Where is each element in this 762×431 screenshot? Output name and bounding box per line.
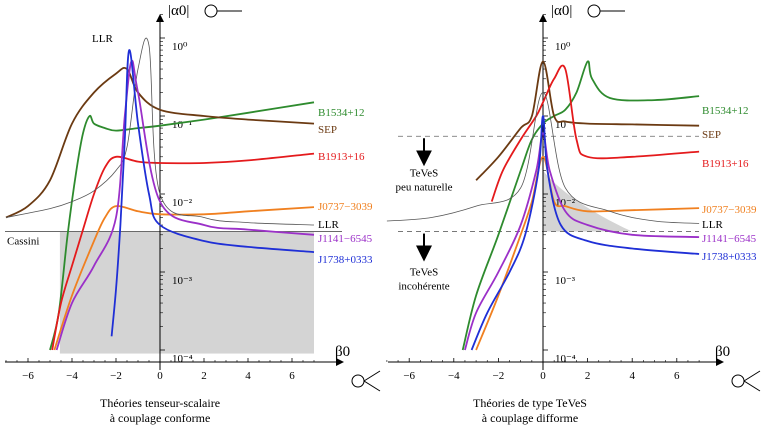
panel1-scalar-coupling-icon (204, 4, 218, 18)
panel2-series-SEP-line (475, 60, 700, 181)
panel2-region-label-1-line2: peu naturelle (395, 181, 452, 193)
panel2-x-tick-label-3: 0 (540, 370, 546, 382)
panel1-x-tick-label-0: −6 (22, 370, 34, 382)
panel1-vertex-icon-lines (363, 370, 381, 392)
panel1-series-J1738-0333-line (110, 49, 315, 337)
panel1-series-label-J1141-6545: J1141−6545 (318, 233, 373, 245)
panel2-series-label-B1913-16: B1913+16 (702, 158, 749, 170)
panel2-allowed-region (543, 170, 633, 232)
panel2-x-tick-label-4: 2 (585, 370, 591, 382)
panel1-x-tick-label-2: −2 (110, 370, 122, 382)
panel2-caption-line2: à couplage difforme (482, 411, 578, 425)
panel1-x-tick-label-3: 0 (157, 370, 163, 382)
panel1-y-tick-label-4: 10⁻⁴ (172, 353, 193, 365)
panel2-caption-line1: Théories de type TeVeS (473, 396, 587, 410)
panel1-llr-top-label: LLR (92, 33, 113, 45)
panel2-series-label-SEP: SEP (702, 129, 721, 141)
panel1-y-axis-title: |α0| (168, 3, 189, 19)
panel2-series-J0737-3039-line (475, 155, 700, 351)
panel2-region-label-1-line1: TeVeS (410, 167, 439, 179)
panel2-series-J1141-6545-line (464, 132, 700, 351)
panel1-series-J0737-3039-line (53, 205, 315, 351)
panel1-series-label-LLR: LLR (318, 219, 339, 231)
panel2-y-tick-label-0: 10⁰ (555, 41, 571, 53)
panel2-x-tick-label-1: −4 (448, 370, 460, 382)
panel1-x-tick-label-4: 2 (201, 370, 207, 382)
panel1-caption-line1: Théories tenseur-scalaire (100, 396, 220, 410)
panel1-x-tick-label-6: 6 (289, 370, 295, 382)
panel2-series-J1738-0333-line (470, 115, 700, 351)
panel2-series-LLR-line (386, 92, 700, 224)
panel2-series-label-J1141-6545: J1141−6545 (702, 233, 757, 245)
panel1-series-label-B1534-12: B1534+12 (318, 107, 365, 119)
panel2-series-label-B1534-12: B1534+12 (702, 105, 749, 117)
panel1-y-tick-label-1: 10⁻¹ (172, 119, 192, 131)
panel1-series-label-J1738-0333: J1738+0333 (318, 254, 373, 266)
panel2-y-tick-label-3: 10⁻³ (555, 275, 576, 287)
panel2-vertex-icon (731, 374, 745, 388)
panel2-x-tick-label-0: −6 (403, 370, 415, 382)
panel2-x-tick-label-2: −2 (493, 370, 505, 382)
panel1-y-tick-label-0: 10⁰ (172, 41, 188, 53)
panel1-x-tick-label-1: −4 (66, 370, 78, 382)
panel1-y-tick-label-2: 10⁻² (172, 197, 193, 209)
panel1-series-B1534-12-line (49, 101, 315, 351)
panel1-series-label-J0737-3039: J0737−3039 (318, 201, 373, 213)
panel2-vertex-icon-lines (743, 370, 761, 392)
panel1-y-tick-label-3: 10⁻³ (172, 275, 193, 287)
panel1-series-label-B1913-16: B1913+16 (318, 151, 365, 163)
panel1-cassini-label: Cassini (7, 236, 39, 248)
panel1-x-tick-label-5: 4 (245, 370, 251, 382)
panel2-y-tick-label-4: 10⁻⁴ (555, 353, 576, 365)
panel1-series-SEP-line (5, 66, 315, 219)
panel1-series-LLR-line (5, 37, 315, 226)
panel2-series-label-J1738-0333: J1738+0333 (702, 251, 757, 263)
panel2-series-label-J0737-3039: J0737−3039 (702, 204, 757, 216)
panel1-series-B1913-16-line (51, 152, 315, 351)
panel1-x-axis-title: β0 (335, 344, 350, 360)
panel2-x-tick-label-6: 6 (674, 370, 680, 382)
panel2-region-label-2-line2: incohérente (398, 281, 449, 293)
panel2-scalar-coupling-icon (587, 4, 601, 18)
panel2-x-axis-title: β0 (715, 344, 730, 360)
panel2-series-B1913-16-line (490, 64, 700, 202)
panel1-vertex-icon (351, 374, 365, 388)
panel2-series-label-LLR: LLR (702, 219, 723, 231)
panel2-y-axis-title: |α0| (551, 3, 572, 19)
panel2-region-label-2-line1: TeVeS (410, 267, 439, 279)
panel1-series-label-SEP: SEP (318, 124, 337, 136)
panel1-caption-line2: à couplage conforme (110, 411, 211, 425)
panel2-series-B1534-12-line (461, 60, 700, 351)
panel2-x-tick-label-5: 4 (629, 370, 635, 382)
